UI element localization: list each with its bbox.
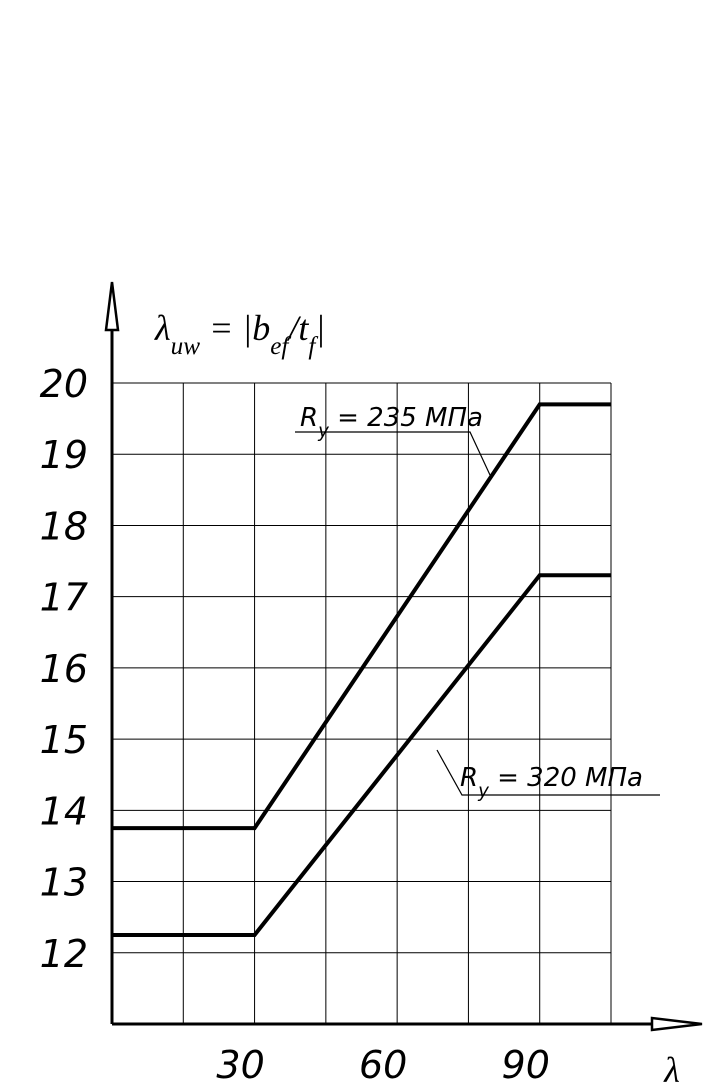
x-tick-label: 90 — [502, 1043, 550, 1087]
y-axis-arrow — [104, 281, 120, 332]
label-part: = 235 МПа — [329, 403, 483, 433]
x-axis-arrow — [650, 1016, 703, 1032]
subscript: y — [317, 421, 329, 442]
y-tick-label: 19 — [40, 433, 88, 477]
line — [112, 573, 611, 937]
y-tick-label: 14 — [40, 789, 88, 833]
x-axis-label: λ — [663, 1050, 680, 1087]
leader-line — [295, 431, 491, 476]
subscript: y — [477, 781, 489, 802]
label-part: = 320 МПа — [489, 763, 643, 793]
y-tick-label: 20 — [40, 362, 88, 406]
line — [112, 402, 611, 831]
grid — [112, 382, 612, 1024]
label-part: = |b — [200, 308, 270, 348]
subscript: uw — [171, 333, 201, 360]
plot — [112, 402, 611, 937]
y-tick-label: 13 — [40, 861, 88, 905]
subscript: ef — [270, 333, 291, 360]
label-part: λ — [154, 308, 171, 348]
label: Ry = 320 МПа — [460, 763, 643, 802]
label-part: /t — [286, 308, 309, 348]
y-tick-label: 18 — [40, 504, 88, 548]
y-tick-label: 12 — [40, 932, 88, 976]
y-tick-label: 15 — [40, 718, 88, 762]
y-tick-label: 17 — [40, 576, 88, 620]
x-tick-label: 30 — [216, 1043, 264, 1087]
label: Ry = 235 МПа — [300, 403, 483, 442]
y-tick-label: 16 — [40, 647, 88, 691]
label-part: | — [315, 308, 325, 348]
label-part: R — [460, 763, 478, 793]
label-part: R — [300, 403, 318, 433]
leader-line — [436, 749, 660, 796]
subscript: f — [308, 333, 318, 360]
label: λuw = |bef/tf| — [154, 308, 325, 360]
x-tick-label: 60 — [359, 1043, 407, 1087]
